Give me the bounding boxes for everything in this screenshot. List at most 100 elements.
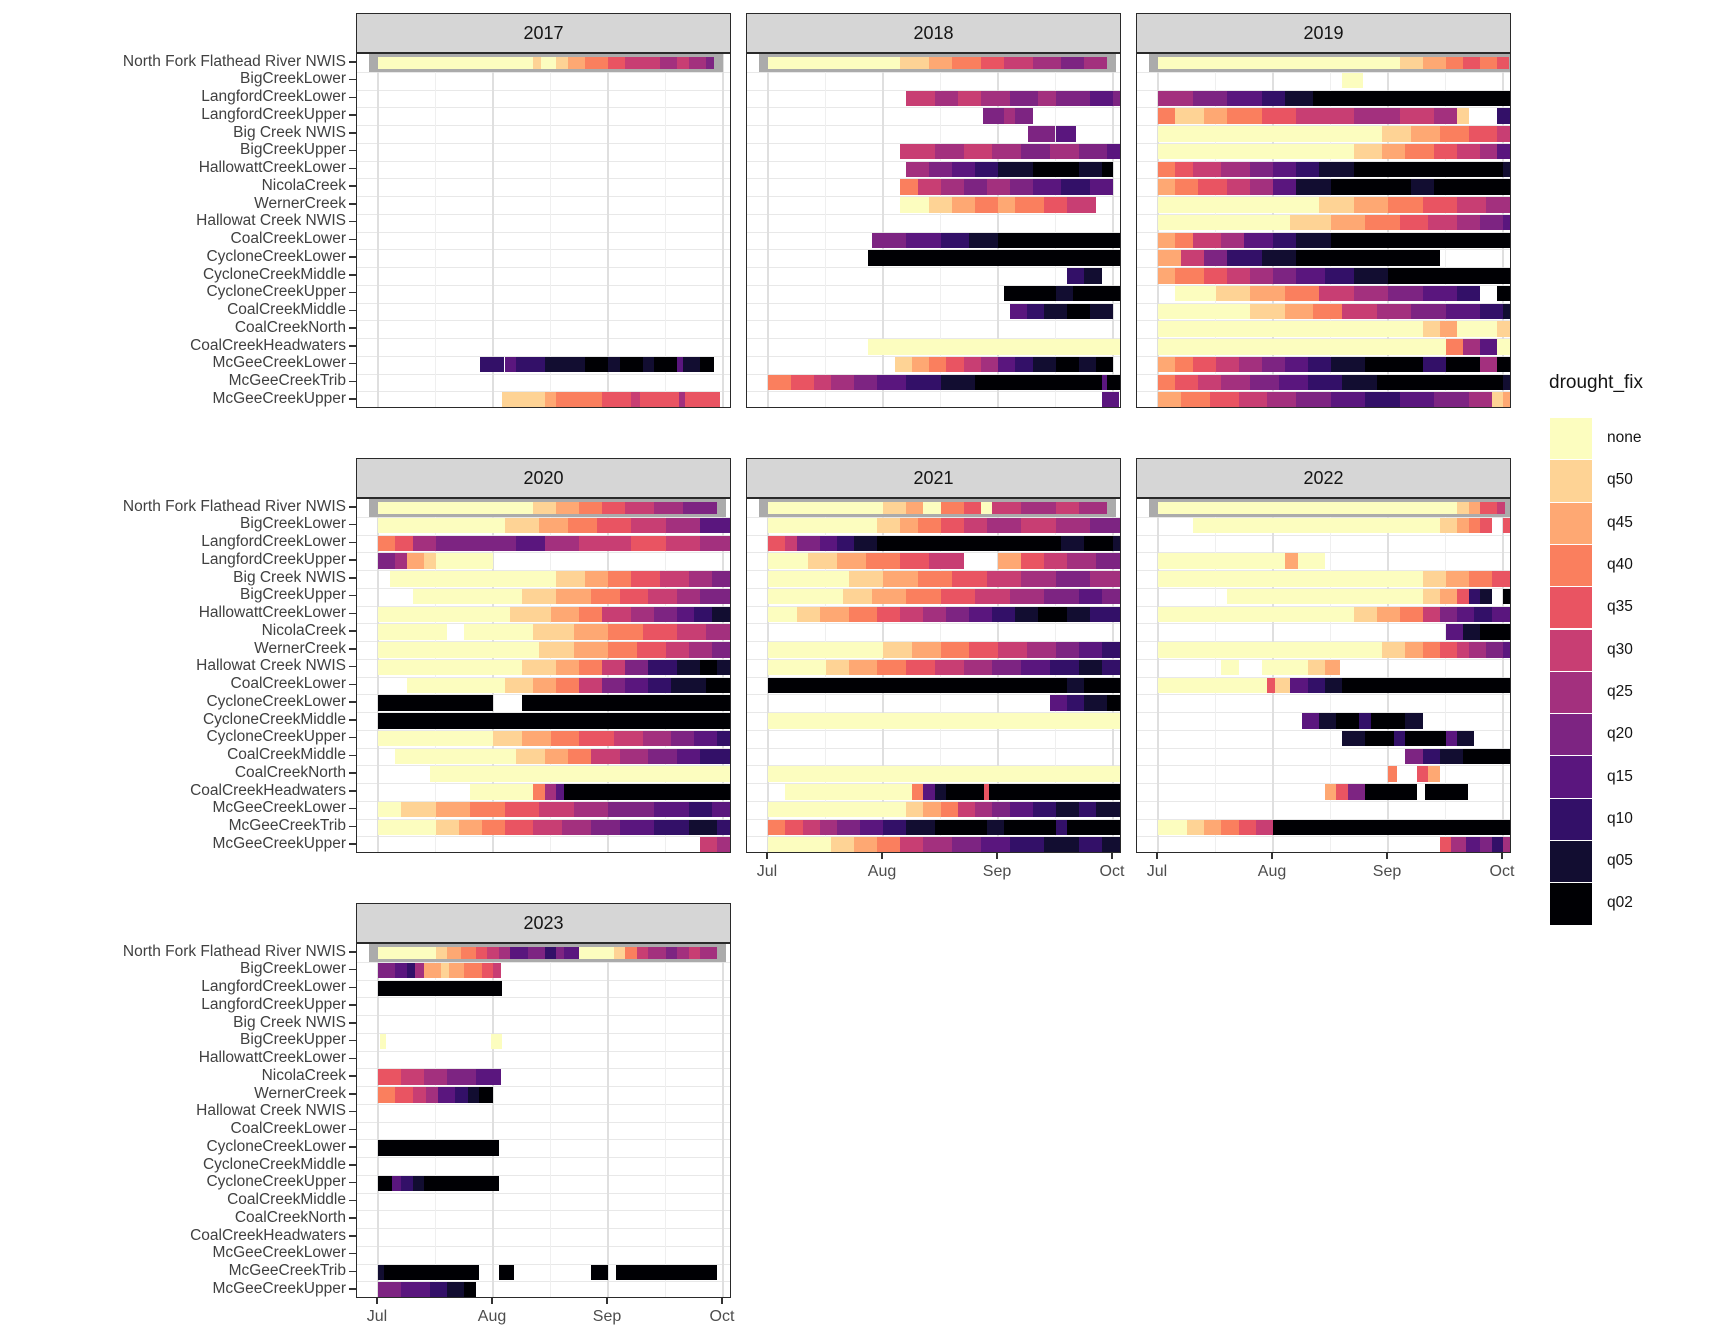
y-axis-label: McGeeCreekUpper bbox=[212, 1279, 346, 1297]
gridline-horizontal bbox=[357, 641, 730, 642]
gridline-horizontal bbox=[357, 1032, 730, 1034]
heatmap-tile bbox=[1101, 837, 1120, 852]
heatmap-tile bbox=[424, 1069, 447, 1085]
heatmap-tile bbox=[1445, 339, 1463, 355]
legend-label: q02 bbox=[1607, 894, 1633, 912]
heatmap-tile bbox=[378, 695, 493, 711]
heatmap-tile bbox=[1227, 90, 1262, 107]
gridline-horizontal bbox=[747, 267, 1120, 268]
heatmap-tile bbox=[429, 766, 730, 782]
heatmap-tile bbox=[1158, 214, 1291, 231]
heatmap-tile bbox=[1434, 143, 1457, 160]
y-axis-tick bbox=[349, 185, 356, 187]
y-axis-label: CoalCreekHeadwaters bbox=[190, 1226, 346, 1244]
heatmap-tile bbox=[378, 606, 511, 623]
y-axis-label: McGeeCreekTrib bbox=[228, 1262, 346, 1279]
heatmap-tile bbox=[1445, 571, 1469, 587]
gridline-major bbox=[767, 499, 769, 852]
heatmap-tile bbox=[378, 56, 534, 69]
heatmap-tile bbox=[378, 1087, 396, 1103]
heatmap-tile bbox=[1324, 677, 1342, 694]
x-axis-label: Oct bbox=[1099, 863, 1125, 880]
gridline-horizontal bbox=[357, 1086, 730, 1087]
y-axis-label: CycloneCreekMiddle bbox=[202, 710, 346, 728]
heatmap-tile bbox=[917, 571, 952, 587]
heatmap-tile bbox=[447, 946, 461, 959]
legend-swatch-q20 bbox=[1549, 713, 1593, 757]
heatmap-tile bbox=[677, 624, 706, 640]
heatmap-tile bbox=[564, 784, 730, 800]
legend-swatch-q25 bbox=[1549, 670, 1593, 715]
heatmap-tile bbox=[1273, 179, 1296, 195]
gridline-horizontal bbox=[1137, 765, 1510, 767]
heatmap-tile bbox=[510, 946, 528, 959]
y-axis-tick bbox=[349, 380, 356, 383]
heatmap-tile bbox=[1457, 588, 1469, 605]
heatmap-tile bbox=[1457, 730, 1475, 747]
heatmap-tile bbox=[481, 819, 505, 836]
heatmap-tile bbox=[541, 56, 557, 69]
heatmap-tile bbox=[1445, 730, 1457, 747]
heatmap-tile bbox=[1336, 784, 1348, 800]
heatmap-tile bbox=[435, 801, 470, 818]
heatmap-tile bbox=[700, 535, 730, 552]
y-axis-label: BigCreekLower bbox=[240, 960, 346, 978]
y-axis-tick bbox=[349, 1075, 356, 1077]
heatmap-tile bbox=[929, 356, 947, 373]
heatmap-tile bbox=[533, 56, 542, 69]
heatmap-tile bbox=[1353, 606, 1377, 623]
heatmap-tile bbox=[1422, 356, 1446, 373]
x-axis-label: Jul bbox=[1146, 863, 1168, 880]
heatmap-tile bbox=[911, 642, 941, 658]
gridline-horizontal bbox=[357, 391, 730, 393]
heatmap-tile bbox=[613, 730, 643, 747]
heatmap-tile bbox=[1090, 303, 1113, 320]
gridline-horizontal bbox=[357, 1103, 730, 1105]
heatmap-tile bbox=[837, 553, 866, 569]
heatmap-tile bbox=[1445, 303, 1480, 320]
gridline-minor bbox=[1330, 54, 1331, 407]
heatmap-tile bbox=[1032, 161, 1079, 178]
gridline-major bbox=[377, 499, 379, 852]
heatmap-tile bbox=[521, 659, 557, 676]
legend-swatch-q50 bbox=[1549, 459, 1593, 503]
gridline-horizontal bbox=[357, 658, 730, 660]
heatmap-tile bbox=[544, 946, 557, 959]
facet-strip-2021: 2021 bbox=[746, 458, 1121, 498]
y-axis-tick bbox=[349, 114, 356, 116]
heatmap-tile bbox=[1480, 56, 1498, 69]
gridline-minor bbox=[1055, 499, 1056, 852]
heatmap-tile bbox=[504, 356, 516, 373]
heatmap-tile bbox=[934, 659, 964, 676]
y-axis-tick bbox=[349, 807, 356, 810]
y-axis-label: CycloneCreekUpper bbox=[206, 283, 346, 301]
heatmap-tile bbox=[1382, 143, 1406, 160]
heatmap-tile bbox=[1003, 108, 1016, 124]
heatmap-tile bbox=[579, 606, 603, 623]
x-axis-tick bbox=[1386, 853, 1388, 859]
heatmap-tile bbox=[900, 517, 918, 534]
heatmap-tile bbox=[391, 1175, 401, 1192]
heatmap-tile bbox=[1503, 517, 1510, 534]
heatmap-tile bbox=[975, 801, 993, 818]
heatmap-tile bbox=[406, 677, 505, 694]
x-axis-label: Aug bbox=[477, 1308, 507, 1325]
heatmap-tile bbox=[1298, 553, 1325, 569]
heatmap-tile bbox=[665, 642, 689, 658]
heatmap-tile bbox=[986, 517, 1021, 534]
heatmap-tile bbox=[906, 819, 935, 836]
gridline-horizontal bbox=[357, 1050, 730, 1052]
legend-label: q25 bbox=[1607, 682, 1633, 700]
gridline-horizontal bbox=[357, 71, 730, 73]
heatmap-tile bbox=[1422, 748, 1440, 765]
heatmap-tile bbox=[711, 571, 730, 587]
y-axis-tick bbox=[349, 1252, 356, 1255]
heatmap-tile bbox=[1491, 606, 1510, 623]
heatmap-tile bbox=[435, 535, 516, 552]
gridline-horizontal bbox=[1137, 284, 1510, 286]
heatmap-tile bbox=[378, 553, 396, 569]
heatmap-tile bbox=[677, 356, 683, 373]
heatmap-tile bbox=[1457, 517, 1469, 534]
heatmap-tile bbox=[685, 392, 720, 407]
heatmap-tile bbox=[998, 161, 1033, 178]
